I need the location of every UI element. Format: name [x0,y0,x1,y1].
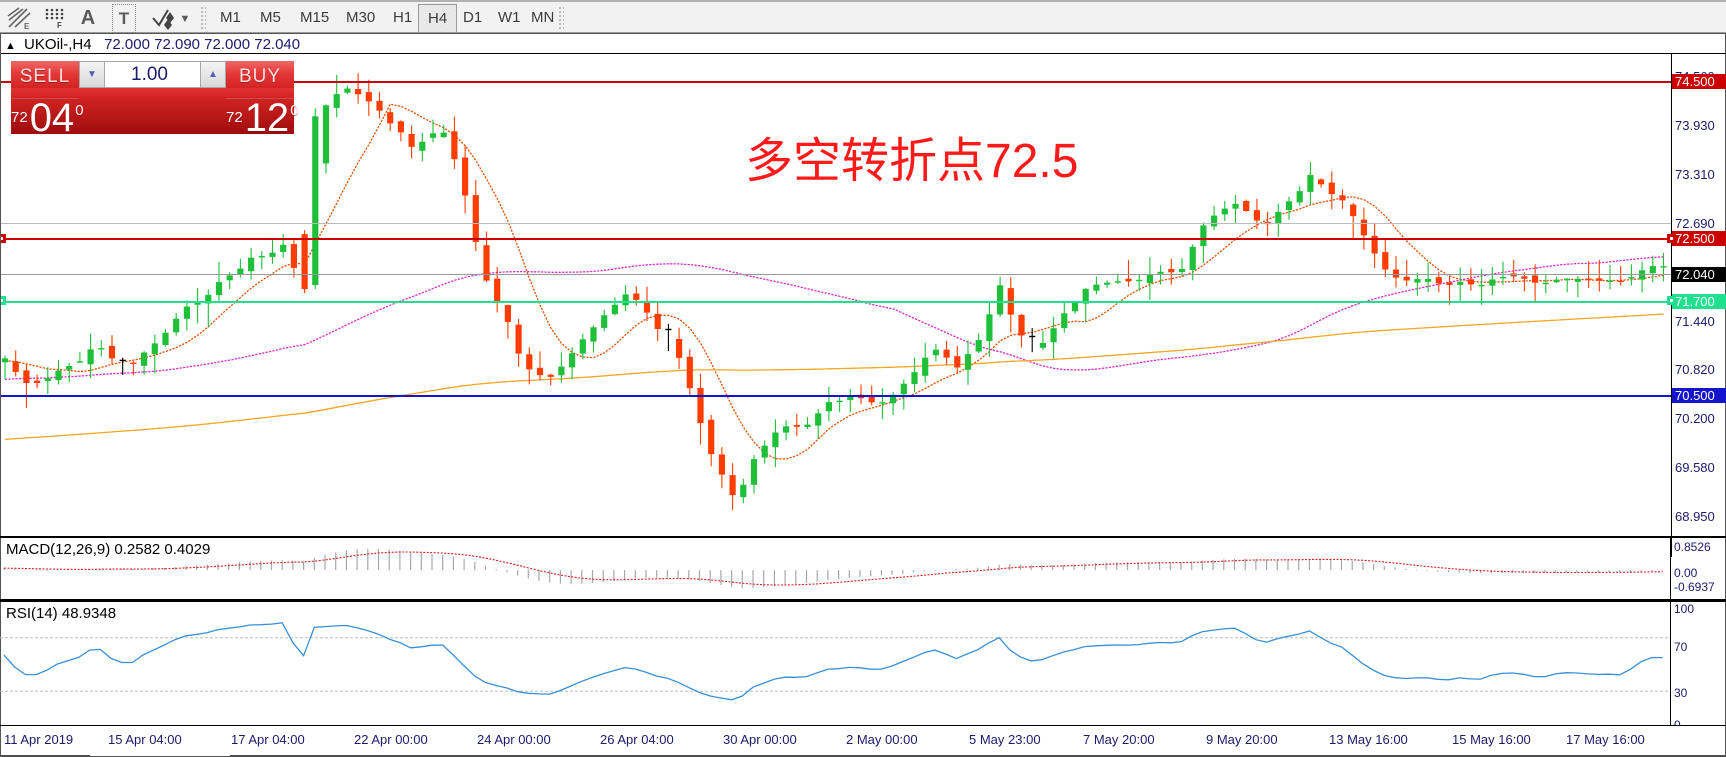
svg-text:F: F [57,21,62,30]
svg-text:E: E [24,22,30,31]
